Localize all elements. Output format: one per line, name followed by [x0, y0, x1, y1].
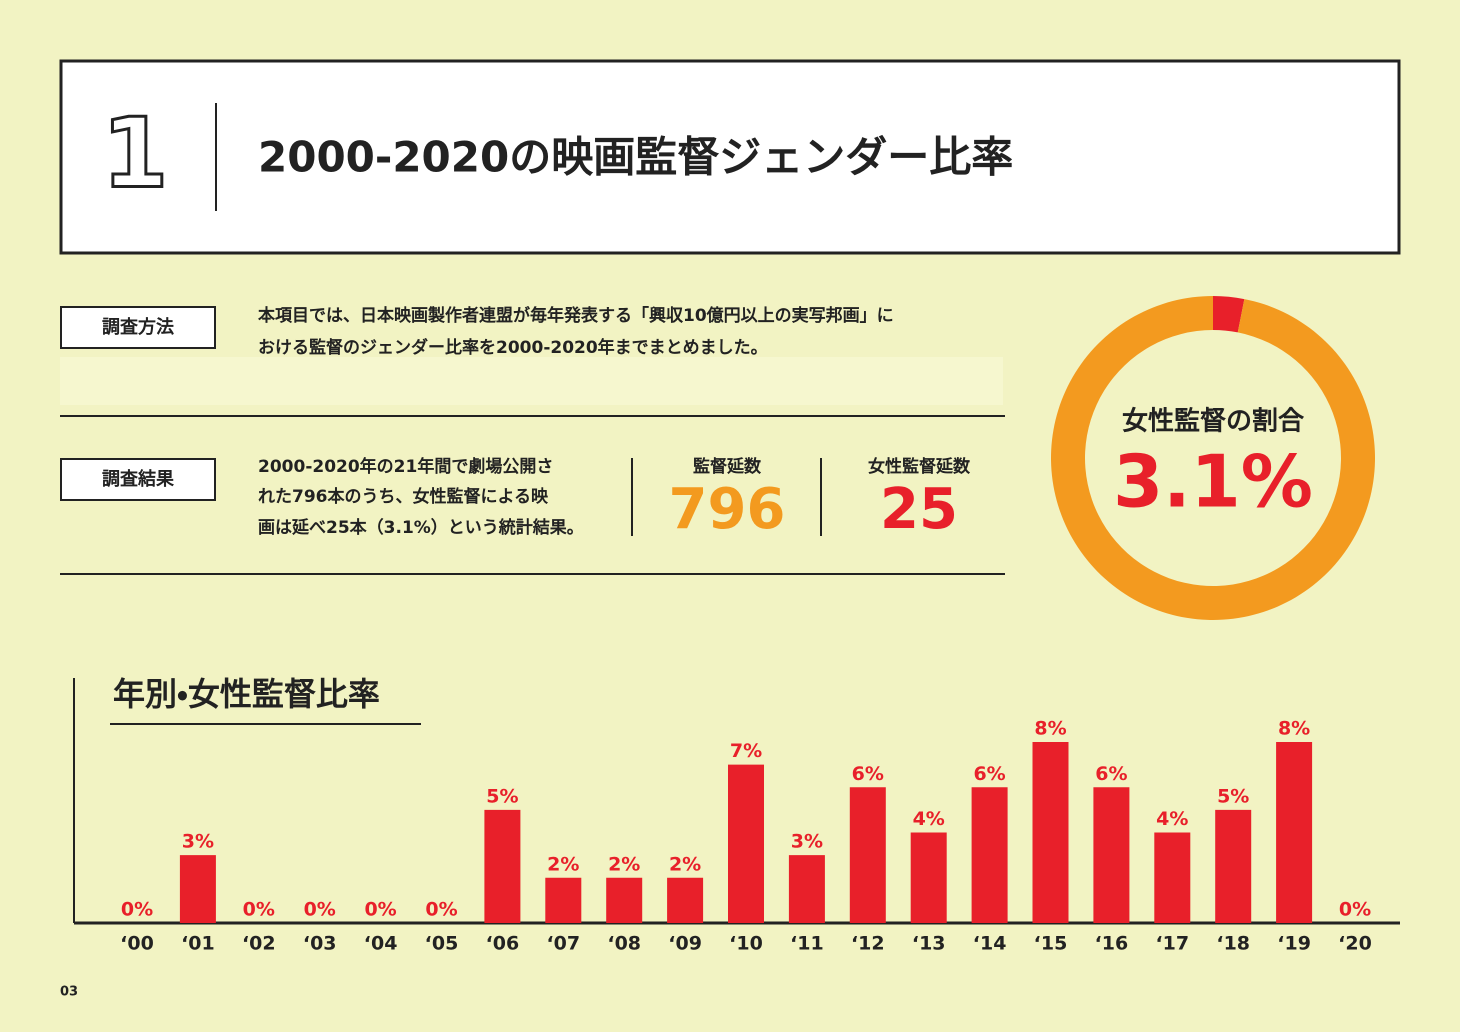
method-label-box: [60, 306, 216, 349]
x-tick-label: ‘20: [1338, 933, 1372, 955]
bar: [1093, 787, 1130, 923]
bar: [179, 855, 216, 923]
result-text: 画は延べ25本（3.1%）という統計結果。: [258, 517, 584, 538]
bar: [788, 855, 825, 923]
bar: [1032, 742, 1069, 923]
bar-label: 6%: [973, 763, 1005, 785]
bar: [484, 809, 521, 923]
page-number: 03: [60, 985, 78, 1000]
bar: [728, 764, 764, 923]
x-tick-label: ‘15: [1034, 933, 1068, 955]
bar: [849, 787, 886, 923]
donut-title: 女性監督の割合: [1122, 407, 1305, 437]
donut-slice: [1213, 296, 1245, 333]
bar-label: 8%: [1278, 718, 1310, 740]
stat-label: 女性監督延数: [868, 456, 971, 477]
x-tick-label: ‘16: [1095, 933, 1129, 955]
result-label-box: [60, 458, 216, 501]
x-tick-label: ‘10: [729, 933, 763, 955]
chart-title: 年別・女性監督比率: [113, 675, 380, 713]
result-text: れた796本のうち、女性監督による映: [258, 486, 549, 507]
x-tick-label: ‘14: [973, 933, 1007, 955]
bar-label: 5%: [1217, 785, 1249, 807]
x-tick-label: ‘04: [364, 933, 398, 955]
bar: [910, 832, 947, 923]
x-tick-label: ‘08: [607, 933, 641, 955]
bar-label: 6%: [1095, 763, 1127, 785]
bar-label: 6%: [852, 763, 884, 785]
method-text: おける監督のジェンダー比率を2000-2020年までまとめました。: [258, 337, 768, 358]
bar-label: 0%: [304, 899, 336, 921]
bar: [1276, 742, 1313, 923]
stat-value: 796: [669, 477, 786, 542]
bar: [971, 787, 1008, 923]
bar-label: 0%: [121, 899, 153, 921]
bar-label: 0%: [1339, 899, 1371, 921]
x-tick-label: ‘00: [120, 933, 154, 955]
bar: [1215, 809, 1252, 923]
bar: [1154, 832, 1191, 923]
x-tick-label: ‘06: [486, 933, 520, 955]
bar-label: 5%: [486, 785, 518, 807]
bar-label: 7%: [730, 740, 762, 762]
bar: [545, 877, 582, 923]
bar: [667, 877, 704, 923]
x-tick-label: ‘05: [425, 933, 459, 955]
x-tick-label: ‘12: [851, 933, 885, 955]
stat-label: 監督延数: [693, 456, 762, 477]
stat-value: 25: [880, 477, 958, 542]
band: [60, 357, 1003, 405]
header-box: [59, 59, 1401, 255]
bar-label: 2%: [669, 853, 701, 875]
x-tick-label: ‘11: [790, 933, 824, 955]
bar-label: 4%: [1156, 808, 1188, 830]
bar-label: 0%: [364, 899, 396, 921]
method-label: 調査方法: [102, 316, 174, 338]
x-tick-label: ‘03: [303, 933, 337, 955]
section-number: 1: [102, 97, 169, 209]
x-tick-label: ‘18: [1216, 933, 1250, 955]
bar-label: 4%: [913, 808, 945, 830]
bar-label: 2%: [547, 853, 579, 875]
result-text: 2000-2020年の21年間で劇場公開さ: [258, 456, 553, 477]
x-tick-label: ‘09: [668, 933, 702, 955]
bar-label: 8%: [1034, 718, 1066, 740]
x-tick-label: ‘07: [546, 933, 580, 955]
bar-label: 2%: [608, 853, 640, 875]
page-title: 2000-2020の映画監督ジェンダー比率: [258, 133, 1013, 182]
bar-label: 0%: [243, 899, 275, 921]
method-text: 本項目では、日本映画製作者連盟が毎年発表する「興収10億円以上の実写邦画」に: [257, 305, 894, 326]
bar: [606, 877, 643, 923]
x-tick-label: ‘13: [912, 933, 946, 955]
bar-label: 3%: [182, 831, 214, 853]
x-tick-label: ‘02: [242, 933, 276, 955]
bar-label: 0%: [425, 899, 457, 921]
x-tick-label: ‘17: [1155, 933, 1189, 955]
bar-label: 3%: [791, 831, 823, 853]
donut-value: 3.1%: [1113, 440, 1313, 524]
x-tick-label: ‘19: [1277, 933, 1311, 955]
x-tick-label: ‘01: [181, 933, 215, 955]
result-label: 調査結果: [102, 468, 175, 490]
